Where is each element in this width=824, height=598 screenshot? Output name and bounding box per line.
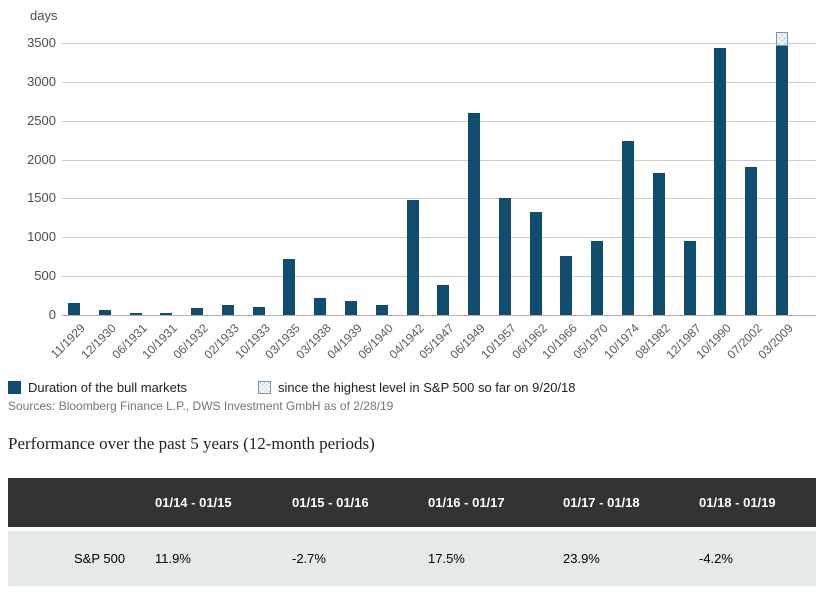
bar	[252, 306, 265, 315]
bar-extension-hatched	[775, 31, 788, 47]
bar	[345, 301, 358, 315]
bar	[745, 167, 758, 315]
bar	[498, 197, 511, 315]
bar	[622, 140, 635, 315]
row-label: S&P 500	[74, 551, 126, 566]
gridline	[62, 120, 816, 122]
bar	[714, 47, 727, 315]
bar	[591, 241, 604, 315]
table-cell: -4.2%	[699, 551, 733, 566]
table-cell: 17.5%	[428, 551, 465, 566]
legend-item-label: since the highest level in S&P 500 so fa…	[278, 379, 576, 395]
bar	[529, 211, 542, 315]
legend-item-since-high: since the highest level in S&P 500 so fa…	[258, 379, 576, 395]
y-axis-tick-label: 1000	[27, 229, 56, 245]
legend-hatched-swatch-icon	[258, 380, 271, 394]
y-axis-tick-label: 2500	[27, 112, 56, 128]
performance-table: 01/14 - 01/15 01/15 - 01/16 01/16 - 01/17 0…	[8, 478, 816, 586]
gridline	[62, 81, 816, 83]
bar	[129, 313, 142, 315]
bar	[221, 304, 234, 315]
bar	[314, 297, 327, 315]
table-header-cell: 01/17 - 01/18	[563, 495, 640, 510]
table-header-cell: 01/15 - 01/16	[292, 495, 369, 510]
legend-solid-swatch-icon	[8, 380, 21, 394]
gridline	[62, 237, 816, 239]
bar	[437, 285, 450, 315]
y-axis-unit-label: days	[30, 8, 58, 23]
legend-item-bull-duration: Duration of the bull markets	[8, 379, 187, 395]
bar	[468, 112, 481, 315]
gridline	[62, 315, 816, 316]
sources-note: Sources: Bloomberg Finance L.P., DWS Inv…	[8, 399, 394, 413]
y-axis-tick-label: 500	[34, 268, 56, 284]
y-axis-tick-label: 3500	[27, 35, 56, 50]
table-header-row: 01/14 - 01/15 01/15 - 01/16 01/16 - 01/17 0…	[8, 478, 816, 527]
y-axis-tick-label: 1500	[27, 190, 56, 206]
bar	[191, 307, 204, 315]
bar	[375, 304, 388, 315]
gridline	[62, 198, 816, 200]
legend-item-label: Duration of the bull markets	[28, 379, 187, 395]
bar	[160, 312, 173, 315]
bar	[283, 259, 296, 315]
bar	[652, 172, 665, 315]
table-header-cell: 01/16 - 01/17	[428, 495, 505, 510]
bar	[68, 303, 80, 315]
table-cell: 23.9%	[563, 551, 600, 566]
bar	[560, 255, 573, 315]
y-axis-tick-label: 0	[48, 307, 56, 322]
table-header-cell: 01/14 - 01/15	[155, 495, 232, 510]
table-cell: 11.9%	[155, 551, 191, 566]
gridline	[62, 276, 816, 278]
performance-section-title: Performance over the past 5 years (12-mo…	[8, 434, 375, 453]
gridline	[62, 43, 816, 44]
y-axis-tick-label: 3000	[27, 73, 56, 89]
table-data-row: S&P 500 11.9% -2.7% 17.5% 23.9% -4.2%	[8, 531, 816, 586]
table-header-cell: 01/18 - 01/19	[699, 495, 776, 510]
bar	[775, 46, 788, 315]
table-cell: -2.7%	[292, 551, 326, 566]
gridline	[62, 159, 816, 161]
bar	[683, 241, 696, 315]
y-axis-tick-label: 2000	[27, 151, 56, 167]
bar	[98, 309, 111, 315]
bar	[406, 199, 419, 315]
